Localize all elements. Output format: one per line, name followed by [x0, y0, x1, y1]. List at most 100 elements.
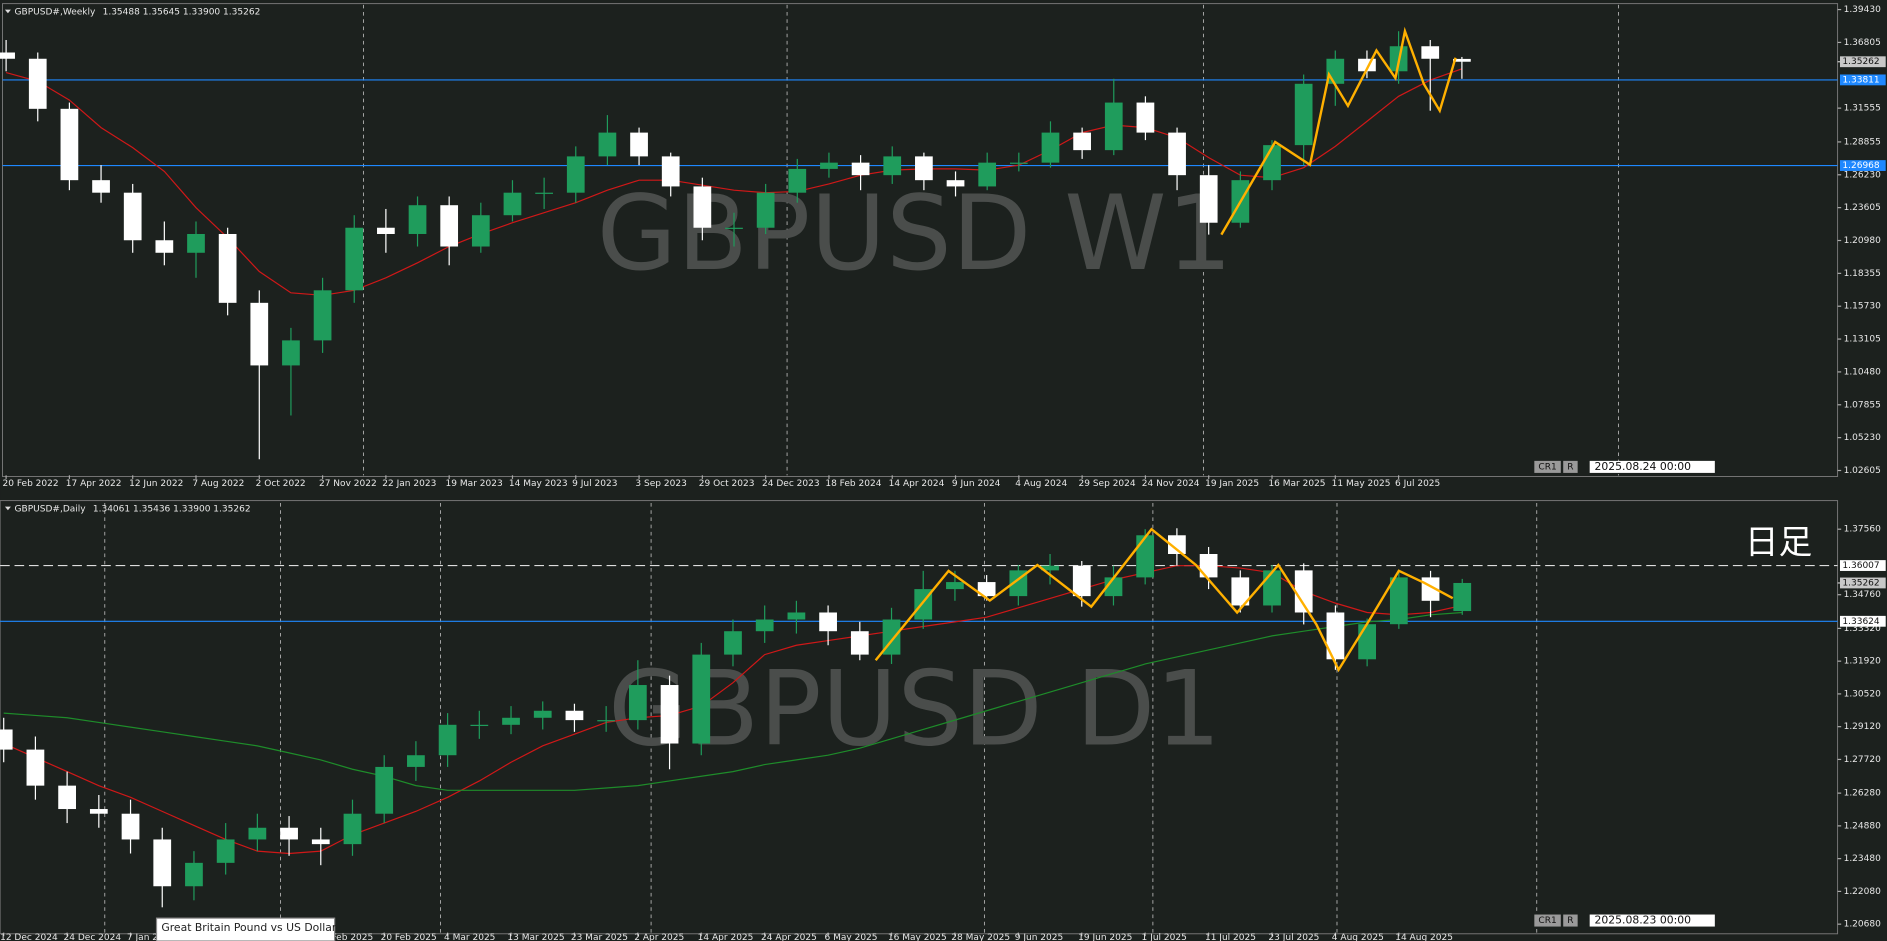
candle-body — [820, 162, 838, 169]
candle-body — [471, 215, 490, 247]
tag: CR1 — [1538, 916, 1556, 926]
moving-average — [5, 68, 1463, 296]
candle-body — [724, 631, 742, 655]
candle-body — [377, 227, 395, 234]
panel-frame — [0, 500, 1839, 935]
x-tick-label: 13 Mar 2025 — [507, 933, 564, 941]
y-tick-label: 1.18355 — [1844, 269, 1881, 279]
candle-body — [1358, 624, 1377, 660]
candle-body — [60, 108, 79, 181]
x-tick-label: 10 Feb 2025 — [317, 933, 373, 941]
time-box — [1589, 460, 1715, 473]
symbol-title: GBPUSD#,Weekly — [15, 8, 96, 18]
tag-box — [1563, 460, 1578, 473]
tag-box — [1534, 914, 1561, 927]
candle-body — [661, 156, 680, 187]
candle-body — [598, 132, 617, 157]
candle-body — [1041, 565, 1059, 571]
candle-body — [250, 302, 269, 366]
price-chart: GBPUSD D1 1.37560 1.34760 1.33320 1.31920 1.3… — [0, 505, 1886, 941]
y-tick-label: 1.10480 — [1844, 367, 1882, 377]
candle-body — [0, 52, 15, 59]
symbol-quote: 1.34061 1.35436 1.33900 1.35262 — [93, 505, 251, 515]
y-tick-label: 1.27720 — [1844, 755, 1882, 765]
x-tick-label: 7 Jan 2025 — [127, 933, 175, 941]
x-tick-label: 4 Aug 2024 — [1015, 479, 1067, 489]
candle-body — [692, 654, 711, 744]
price-label: 1.33811 — [1842, 75, 1879, 85]
candle-body — [1263, 570, 1281, 606]
symbol-quote: 1.35488 1.35645 1.33900 1.35262 — [103, 8, 261, 18]
x-tick-label: 16 Mar 2025 — [1268, 479, 1325, 489]
x-tick-label: 12 Jun 2022 — [129, 479, 183, 489]
candle-body — [630, 132, 648, 157]
moving-average — [3, 611, 1463, 791]
candle-body — [282, 340, 300, 366]
candle-body — [565, 710, 584, 721]
x-tick-label: 20 Feb 2025 — [381, 933, 437, 941]
candle-body — [1231, 577, 1250, 606]
tooltip-box — [155, 917, 336, 941]
x-tick-label: 11 May 2025 — [1332, 479, 1391, 489]
y-tick-label: 1.23480 — [1844, 854, 1882, 864]
x-tick-label: 14 Apr 2025 — [698, 933, 754, 941]
candle-body — [187, 233, 205, 253]
x-tick-label: 18 Feb 2024 — [825, 479, 881, 489]
x-tick-label: 9 Jun 2025 — [1015, 933, 1064, 941]
candle-body — [660, 685, 679, 744]
x-tick-label: 19 Mar 2023 — [446, 479, 503, 489]
x-tick-label: 24 Dec 2024 — [64, 933, 122, 941]
x-tick-label: 6 Jul 2025 — [1395, 479, 1440, 489]
candle-body — [0, 729, 13, 750]
y-tick-label: 1.23605 — [1844, 203, 1881, 213]
candle-body — [628, 685, 647, 721]
y-tick-label: 1.31920 — [1844, 657, 1882, 667]
price-label: 1.26968 — [1842, 161, 1880, 171]
y-tick-label: 1.34760 — [1844, 590, 1882, 600]
candle-body — [1453, 582, 1472, 612]
x-tick-label: 7 Aug 2022 — [192, 479, 244, 489]
candle-body — [755, 619, 774, 632]
y-tick-label: 1.31555 — [1844, 104, 1881, 114]
x-tick-label: 14 Apr 2024 — [889, 479, 945, 489]
candle-body — [1263, 145, 1281, 181]
tag: CR1 — [1538, 462, 1556, 472]
candle-body — [343, 813, 362, 845]
candle-body — [1199, 175, 1218, 223]
y-tick-label: 1.37560 — [1844, 525, 1882, 535]
x-tick-label: 24 Dec 2023 — [762, 479, 820, 489]
x-tick-label: 16 May 2025 — [888, 933, 947, 941]
y-tick-label: 1.26230 — [1844, 170, 1882, 180]
tag-box — [1534, 460, 1561, 473]
y-tick-label: 1.02605 — [1844, 466, 1881, 476]
x-tick-label: 22 Jan 2023 — [382, 479, 436, 489]
watermark: GBPUSD W1 — [597, 174, 1233, 294]
candle-body — [153, 839, 172, 887]
candle-body — [216, 839, 235, 863]
zigzag — [874, 527, 1454, 673]
x-tick-label: 24 Nov 2024 — [1142, 479, 1200, 489]
y-tick-label: 1.33320 — [1844, 624, 1882, 634]
x-tick-label: 29 Sep 2024 — [1079, 479, 1136, 489]
y-tick-label: 1.26280 — [1844, 789, 1882, 799]
candle-body — [1072, 565, 1091, 597]
candle-body — [92, 180, 110, 193]
candle-body — [851, 162, 870, 176]
price-label-box — [1839, 160, 1886, 171]
y-tick-label: 1.07855 — [1844, 400, 1881, 410]
x-tick-label: 29 Oct 2023 — [699, 479, 755, 489]
candle-body — [819, 612, 837, 632]
candle-body — [470, 724, 489, 727]
candle-body — [28, 58, 47, 109]
x-tick-label: 2 Oct 2022 — [256, 479, 306, 489]
candle-body — [977, 582, 996, 597]
candle-body — [248, 827, 267, 840]
candle-body — [725, 227, 743, 229]
y-tick-label: 1.22080 — [1844, 887, 1882, 897]
time-label: 2025.08.23 00:00 — [1594, 914, 1691, 927]
candle-body — [566, 156, 585, 193]
y-tick-label: 1.20680 — [1844, 920, 1882, 930]
candle-body — [1421, 46, 1440, 59]
y-tick-label: 1.24880 — [1844, 821, 1882, 831]
zigzag — [1220, 26, 1457, 236]
